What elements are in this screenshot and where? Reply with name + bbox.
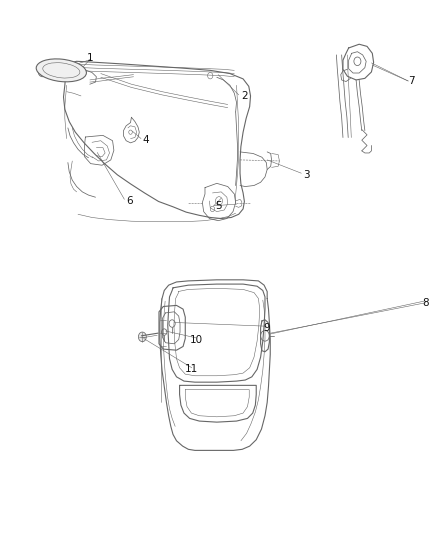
Text: 7: 7 [408, 76, 415, 86]
Text: 10: 10 [190, 335, 203, 344]
Text: 2: 2 [241, 91, 248, 101]
Text: 4: 4 [142, 135, 149, 144]
Text: 1: 1 [86, 53, 93, 62]
Circle shape [138, 332, 146, 342]
Text: 9: 9 [263, 323, 270, 333]
Text: 3: 3 [303, 170, 310, 180]
Text: 5: 5 [215, 201, 222, 211]
Text: 8: 8 [422, 298, 429, 308]
Ellipse shape [36, 59, 86, 82]
Text: 11: 11 [185, 364, 198, 374]
Circle shape [38, 66, 47, 77]
Text: 6: 6 [126, 197, 133, 206]
Circle shape [77, 69, 84, 77]
